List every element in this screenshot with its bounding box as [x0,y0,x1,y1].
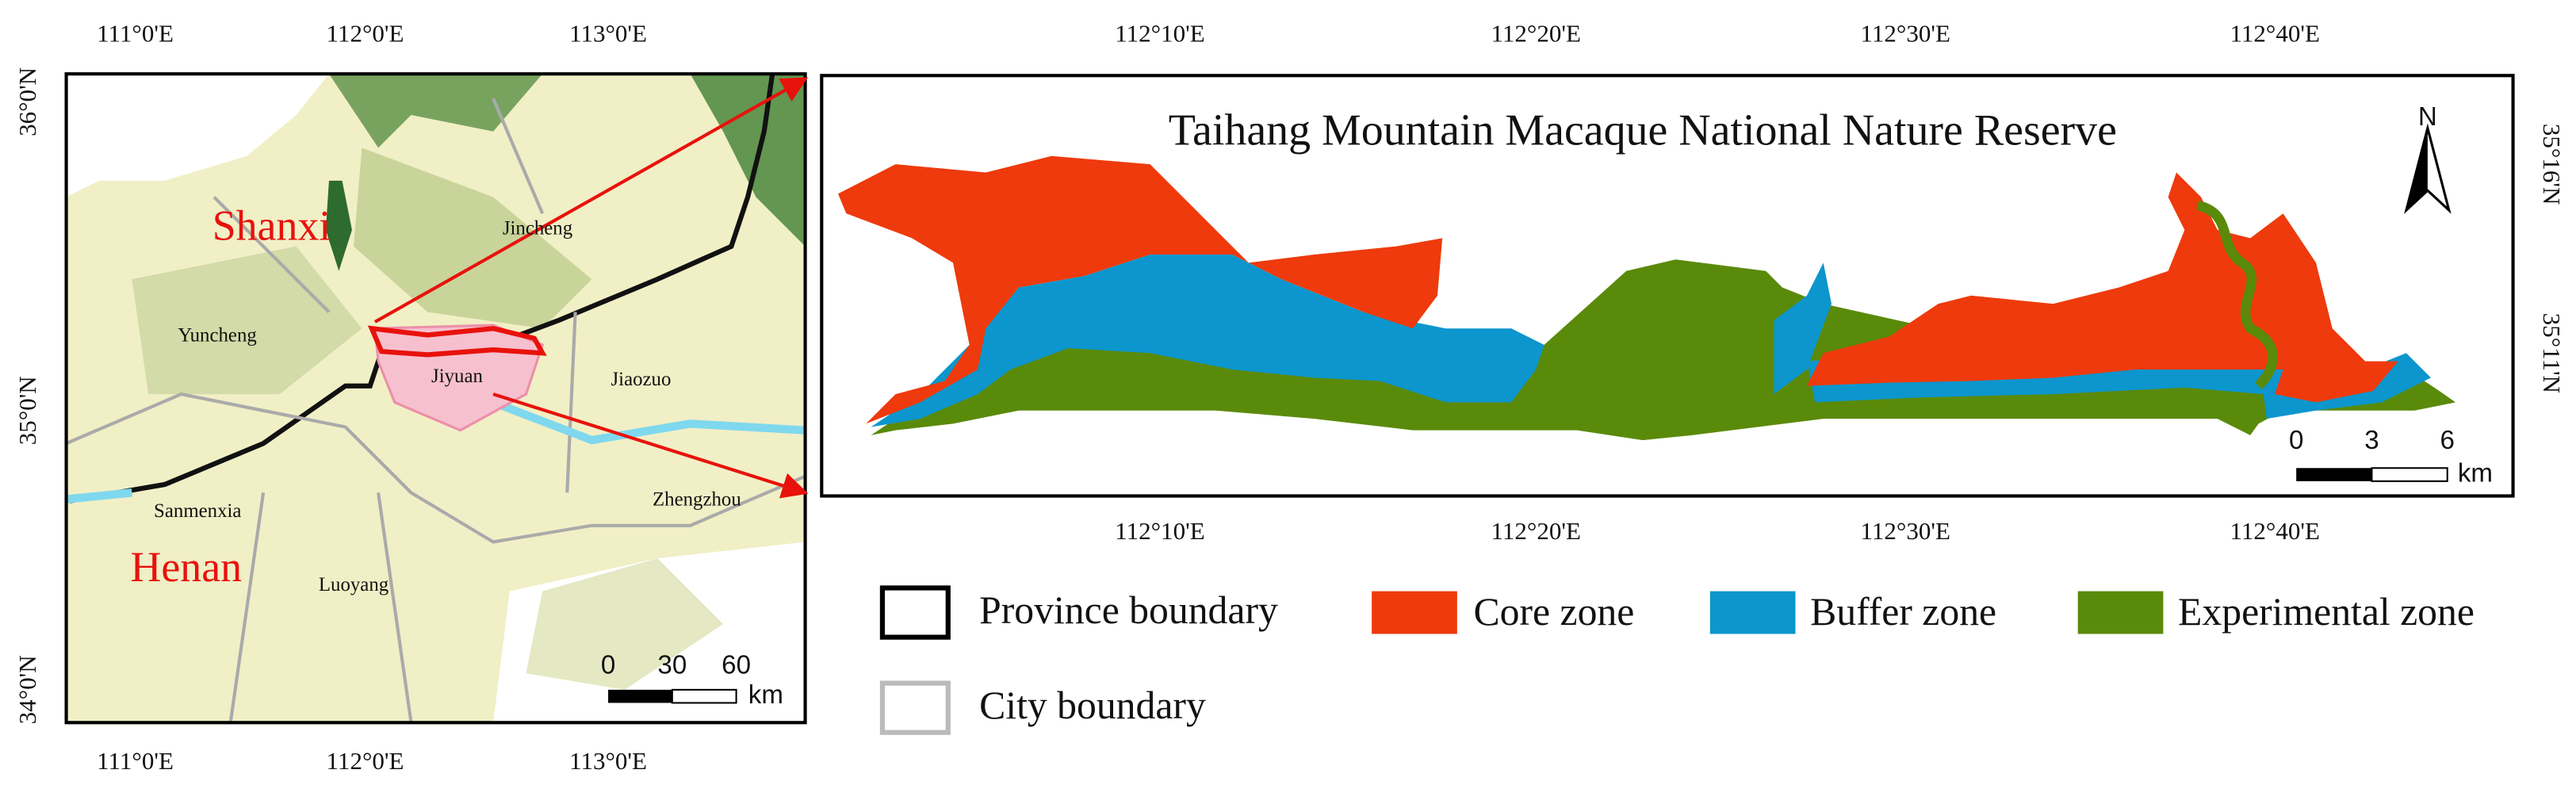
lon-label: 111°0'E [97,20,174,48]
scale-unit: km [748,680,783,710]
scale-bar [2371,467,2448,482]
lon-label: 112°10'E [1115,20,1204,48]
legend-label: Province boundary [979,588,1278,632]
lat-label: 36°0'N [13,67,41,136]
zoom-line [373,77,809,324]
scale-label: 0 [2289,426,2303,455]
scale-label: 0 [601,651,615,680]
city-label: Sanmenxia [154,500,241,522]
lon-label: 112°10'E [1115,517,1204,545]
city-label: Jiaozuo [611,369,672,390]
detail-labels: Taihang Mountain Macaque National Nature… [1115,20,2566,546]
province-label: Shanxi [212,201,331,249]
north-label: N [2418,102,2437,132]
city-label: Zhengzhou [653,488,741,510]
lon-label: 111°0'E [97,747,174,775]
lon-label: 113°0'E [569,20,647,48]
lon-label: 113°0'E [569,747,647,775]
scale-unit: km [2458,458,2493,488]
legend-swatch [2077,591,2164,634]
lon-label: 112°0'E [327,747,404,775]
overview-labels: 111°0'E 112°0'E 113°0'E 111°0'E 112°0'E … [13,20,783,775]
lon-label: 112°40'E [2230,20,2320,48]
legend-swatch [879,585,951,640]
legend-label: Experimental zone [2178,590,2475,634]
overview-frame [64,72,807,725]
legend: Province boundary City boundary Core zon… [879,585,2475,735]
lon-label: 112°30'E [1861,20,1950,48]
reserve-zones [838,155,2456,441]
legend-swatch [1372,591,1457,634]
scale-label: 30 [657,651,687,680]
scale-label: 6 [2440,426,2454,455]
city-label: Yuncheng [178,324,256,346]
lon-label: 112°20'E [1491,517,1581,545]
city-label: Luoyang [319,574,389,595]
zoom-line [492,392,809,499]
lat-label: 34°0'N [13,655,41,724]
city-label: Jincheng [503,218,572,239]
legend-swatch [1709,591,1796,634]
lon-label: 112°20'E [1491,20,1581,48]
lon-label: 112°40'E [2230,517,2320,545]
map-title: Taihang Mountain Macaque National Nature… [1169,106,2117,155]
legend-label: Buffer zone [1810,590,1996,634]
province-label: Henan [131,543,243,591]
legend-label: Core zone [1474,590,1635,634]
overview-map [66,74,806,723]
legend-swatch [879,680,951,735]
lat-label: 35°16'N [2538,124,2566,205]
lat-label: 35°0'N [13,376,41,445]
scale-label: 3 [2364,426,2379,455]
city-label: Jiyuan [431,366,483,387]
scale-bar [2296,468,2372,481]
lat-label: 35°11'N [2538,313,2566,393]
legend-label: City boundary [979,684,1206,727]
scale-label: 60 [722,651,751,680]
lon-label: 112°0'E [327,20,404,48]
north-arrow [2406,128,2428,211]
lon-label: 112°30'E [1861,517,1950,545]
